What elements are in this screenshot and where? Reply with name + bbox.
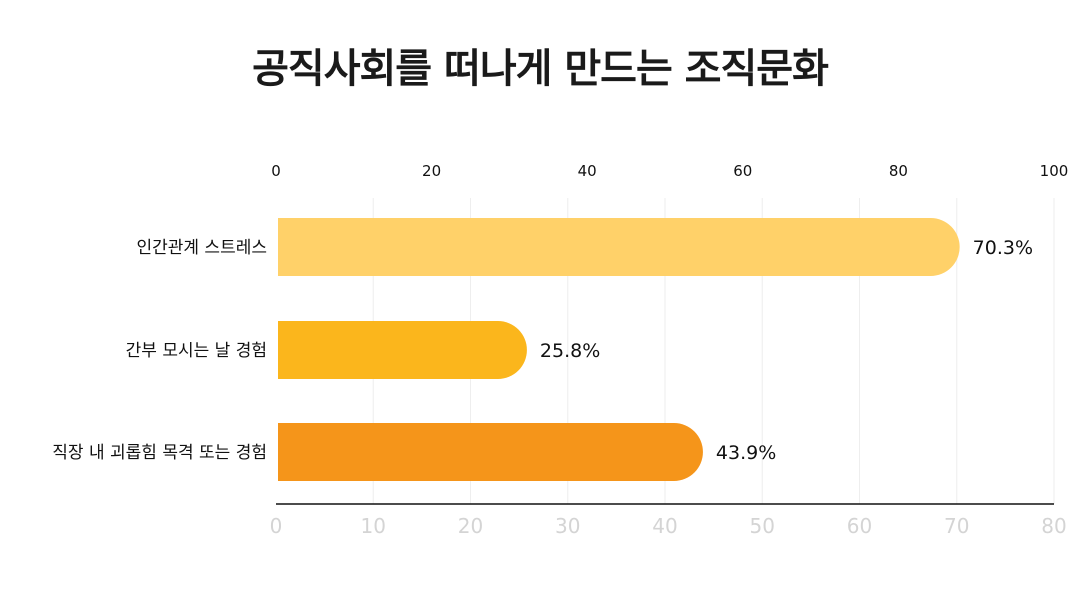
bottom-tick-label: 70 <box>944 514 969 538</box>
top-tick-label: 100 <box>1040 162 1069 180</box>
data-label: 70.3% <box>973 237 1033 259</box>
top-axis: 0 20 40 60 80 100 <box>271 162 1068 180</box>
chart-title: 공직사회를 떠나게 만드는 조직문화 <box>252 46 829 92</box>
top-tick-label: 60 <box>733 162 752 180</box>
bottom-tick-label: 60 <box>847 514 872 538</box>
bar <box>278 423 703 481</box>
bars: 70.3% 25.8% 43.9% <box>278 218 1033 481</box>
data-label: 43.9% <box>716 442 776 464</box>
top-tick-label: 40 <box>578 162 597 180</box>
bar <box>278 321 527 379</box>
bottom-tick-label: 50 <box>750 514 775 538</box>
top-tick-label: 80 <box>889 162 908 180</box>
bottom-tick-label: 0 <box>270 514 283 538</box>
bottom-axis: 0 10 20 30 40 50 60 70 80 <box>270 503 1067 538</box>
top-tick-label: 20 <box>422 162 441 180</box>
category-label: 인간관계 스트레스 <box>136 238 267 258</box>
category-label: 직장 내 괴롭힘 목격 또는 경험 <box>52 443 267 463</box>
bottom-tick-label: 20 <box>458 514 483 538</box>
bottom-tick-label: 80 <box>1041 514 1066 538</box>
bar <box>278 218 960 276</box>
bottom-tick-label: 40 <box>652 514 677 538</box>
bottom-tick-label: 30 <box>555 514 580 538</box>
bottom-tick-label: 10 <box>361 514 386 538</box>
top-tick-label: 0 <box>271 162 281 180</box>
data-label: 25.8% <box>540 340 600 362</box>
category-label: 간부 모시는 날 경험 <box>126 341 267 361</box>
